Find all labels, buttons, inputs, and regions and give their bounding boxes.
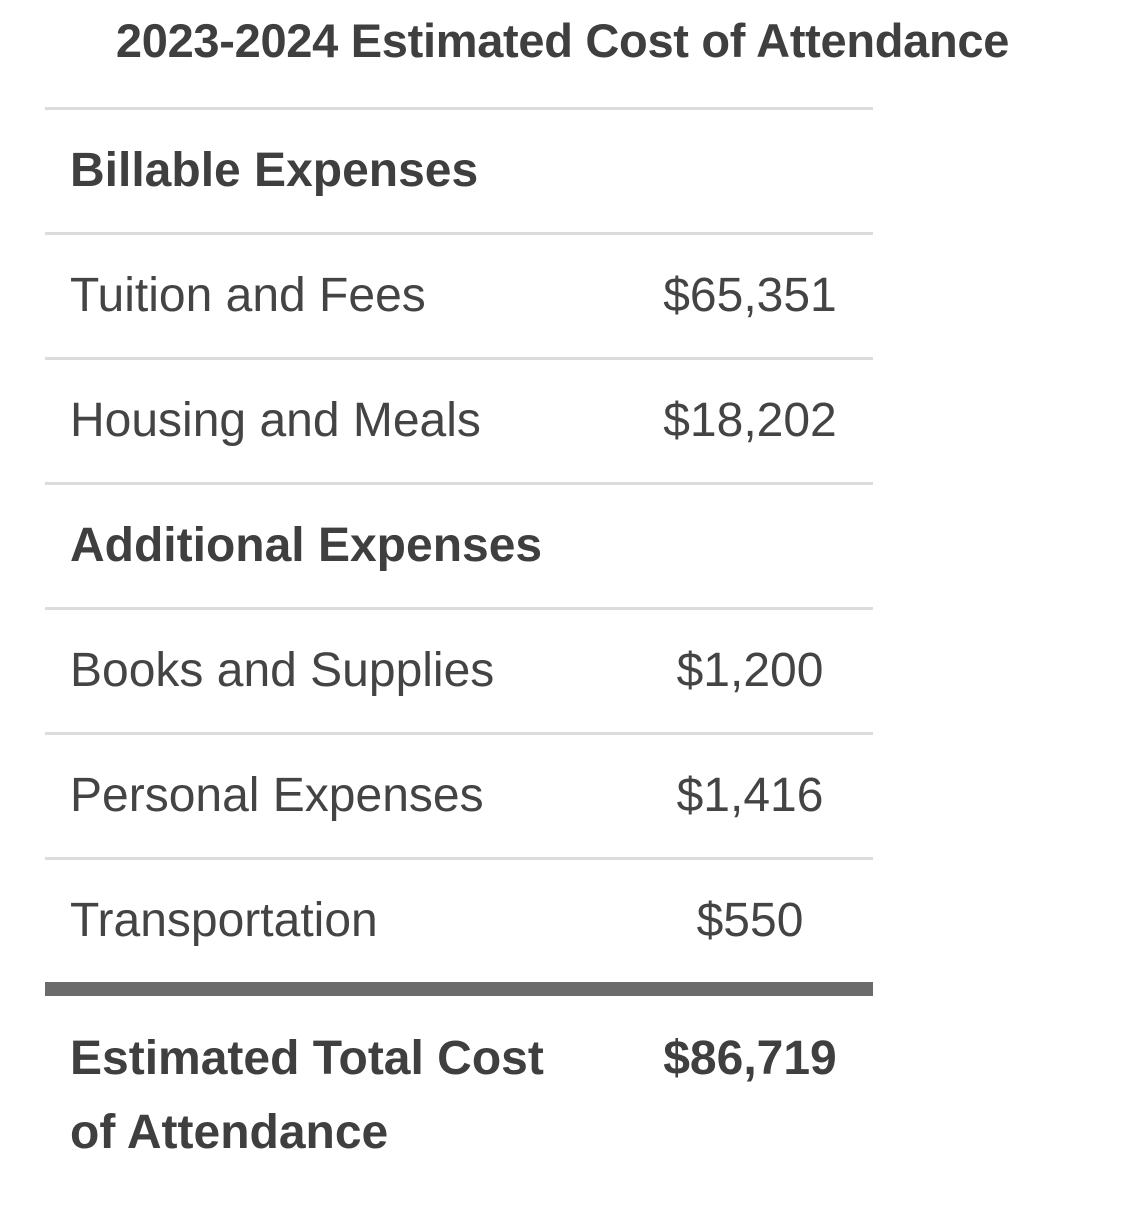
row-label: Personal Expenses (70, 769, 484, 822)
table-row: Housing and Meals $18,202 (45, 357, 873, 482)
row-value: $65,351 (663, 269, 837, 322)
total-label: Estimated Total Cost of Attendance (70, 1032, 544, 1159)
section-heading: Additional Expenses (70, 519, 543, 572)
table-row: Personal Expenses $1,416 (45, 732, 873, 857)
total-divider (45, 982, 873, 996)
page-title: 2023-2024 Estimated Cost of Attendance (115, 14, 1010, 67)
table-row: Transportation $550 (45, 857, 873, 982)
row-label: Transportation (70, 894, 378, 947)
row-value: $18,202 (663, 394, 837, 447)
row-label: Housing and Meals (70, 394, 481, 447)
row-value: $1,416 (676, 769, 824, 822)
section-header-additional: Additional Expenses (45, 482, 873, 607)
row-value: $550 (696, 894, 804, 947)
section-heading: Billable Expenses (70, 144, 479, 197)
cost-table: Billable Expenses Tuition and Fees $65,3… (45, 107, 873, 1186)
table-row: Books and Supplies $1,200 (45, 607, 873, 732)
row-label: Books and Supplies (70, 644, 495, 697)
section-header-billable: Billable Expenses (45, 107, 873, 232)
row-value: $1,200 (676, 644, 824, 697)
total-value: $86,719 (663, 1032, 837, 1085)
row-label: Tuition and Fees (70, 269, 426, 322)
total-row: Estimated Total Cost of Attendance $86,7… (45, 996, 873, 1186)
table-row: Tuition and Fees $65,351 (45, 232, 873, 357)
